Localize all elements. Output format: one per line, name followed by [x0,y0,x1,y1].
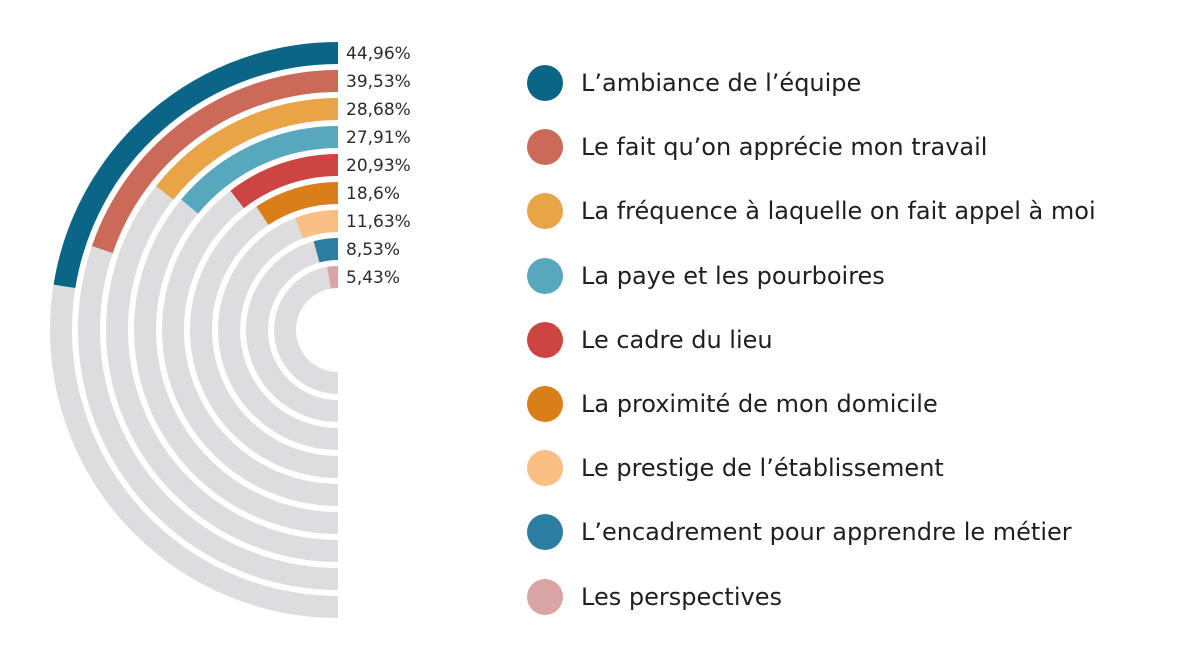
legend-item: L’encadrement pour apprendre le métier [527,500,1187,564]
legend-swatch [527,450,563,487]
ring-value-label: 11,63% [346,212,411,232]
ring-bar [181,126,339,214]
ring-value-label: 28,68% [346,100,411,120]
ring-bar [156,98,339,200]
legend-item: La proximité de mon domicile [527,372,1187,436]
radial-bar-chart: 44,96% 39,53% 28,68% 27,91% 20,93% 18,6% 11,63… [50,42,411,618]
ring-bar [327,266,339,289]
legend-label: La fréquence à laquelle on fait appel à … [581,197,1096,226]
legend-label: La paye et les pourboires [581,261,885,290]
ring-bar [53,42,339,289]
ring-value-label: 18,6% [346,184,400,204]
ring-track [274,266,339,394]
legend-item: Le prestige de l’établissement [527,436,1187,500]
ring-bar [91,70,339,254]
legend-label: L’ambiance de l’équipe [581,69,862,98]
legend-swatch [527,514,563,551]
legend-label: L’encadrement pour apprendre le métier [581,518,1072,547]
ring-bar [230,154,339,209]
ring-value-label: 5,43% [346,268,400,288]
ring-bar [256,182,339,226]
legend-swatch [527,386,563,423]
ring-value-label: 39,53% [346,72,411,92]
legend-item: Le fait qu’on apprécie mon travail [527,115,1187,179]
legend-label: Le fait qu’on apprécie mon travail [581,133,988,162]
legend-swatch [527,193,563,230]
ring-track [218,210,339,450]
legend-swatch [527,578,563,615]
legend-swatch [527,129,563,166]
ring-value-label: 27,91% [346,128,411,148]
legend-label: La proximité de mon domicile [581,390,938,419]
legend-swatch [527,65,563,102]
ring-track [246,238,339,422]
legend-item: La paye et les pourboires [527,244,1187,308]
legend-item: La fréquence à laquelle on fait appel à … [527,179,1187,243]
legend-item: L’ambiance de l’équipe [527,51,1187,115]
legend-swatch [527,321,563,358]
legend-label: Le cadre du lieu [581,325,773,354]
ring-value-label: 20,93% [346,156,411,176]
ring-bar [295,210,339,239]
ring-bar [313,238,339,263]
legend-item: Le cadre du lieu [527,308,1187,372]
legend-item: Les perspectives [527,565,1187,629]
legend-swatch [527,257,563,294]
legend-label: Le prestige de l’établissement [581,454,944,483]
chart-legend: L’ambiance de l’équipe Le fait qu’on appr… [527,51,1187,629]
legend-label: Les perspectives [581,582,782,611]
ring-value-label: 8,53% [346,240,400,260]
ring-value-label: 44,96% [346,44,411,64]
